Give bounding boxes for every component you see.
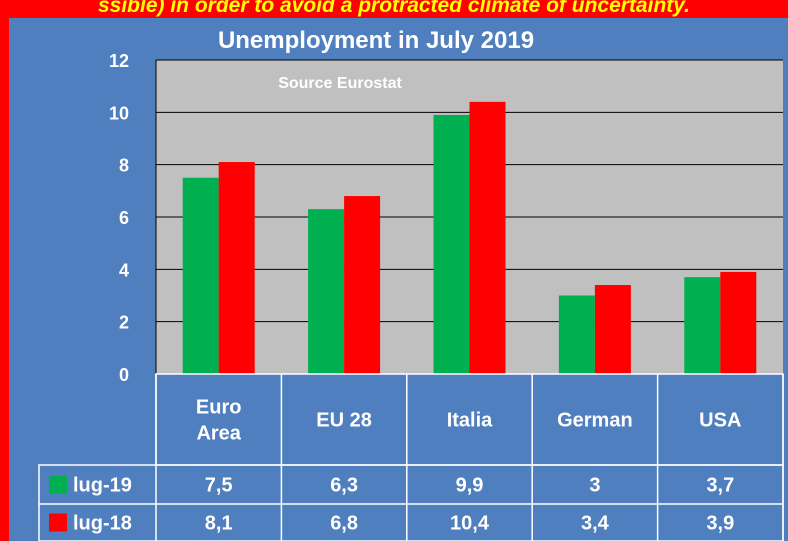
y-tick-label: 6 (119, 208, 129, 228)
bar-lug-19-5 (684, 277, 721, 374)
y-tick-label: 2 (119, 313, 129, 333)
data-label-lug-19-5: 3,7 (706, 475, 734, 497)
data-label-lug-19-2: 6,3 (330, 475, 358, 497)
data-label-lug-19-4: 3 (589, 475, 600, 497)
category-label-1: Area (196, 423, 241, 445)
banner-text: ssible) in order to avoid a protracted c… (97, 0, 691, 17)
y-tick-label: 10 (109, 103, 129, 123)
chart-title: Unemployment in July 2019 (218, 27, 534, 54)
chart-subtitle: Source Eurostat (278, 75, 402, 92)
bar-lug-19-4 (558, 295, 595, 374)
chart-panel: 0 2 4 6 8 10 12 Unemployment in July 2019 Sour… (9, 18, 788, 541)
data-label-lug-18-4: 3,4 (581, 513, 610, 535)
data-label-lug-19-1: 7,5 (205, 475, 233, 497)
y-tick-label: 8 (119, 156, 129, 176)
data-label-lug-18-3: 10,4 (450, 513, 490, 535)
category-label-2: EU 28 (316, 410, 372, 432)
bar-lug-18-2 (344, 196, 381, 374)
legend-swatch-lug-19 (49, 475, 67, 494)
data-label-lug-18-1: 8,1 (205, 513, 233, 535)
category-label-4: German (557, 410, 633, 432)
legend-label-lug-18: lug-18 (73, 513, 132, 535)
bar-lug-18-3 (469, 101, 506, 374)
data-label-lug-18-5: 3,9 (706, 513, 734, 535)
data-label-lug-19-3: 9,9 (456, 475, 484, 497)
y-tick-label: 0 (119, 365, 129, 385)
data-label-lug-18-2: 6,8 (330, 513, 358, 535)
bar-lug-18-1 (218, 162, 255, 374)
category-label-1: Euro (196, 397, 242, 419)
category-label-5: USA (699, 410, 741, 432)
bar-lug-19-3 (433, 114, 470, 374)
bar-lug-18-4 (594, 285, 631, 374)
table-body-border (38, 464, 784, 541)
unemployment-chart: 0 2 4 6 8 10 12 Unemployment in July 2019 Sour… (38, 27, 784, 541)
bar-lug-19-1 (182, 177, 219, 374)
category-label-3: Italia (447, 410, 493, 432)
bar-lug-19-2 (308, 209, 345, 374)
y-tick-label: 12 (109, 51, 129, 71)
legend-label-lug-19: lug-19 (73, 475, 132, 497)
legend-swatch-lug-18 (49, 513, 67, 532)
bar-lug-18-5 (720, 271, 757, 374)
y-tick-label: 4 (119, 260, 129, 280)
